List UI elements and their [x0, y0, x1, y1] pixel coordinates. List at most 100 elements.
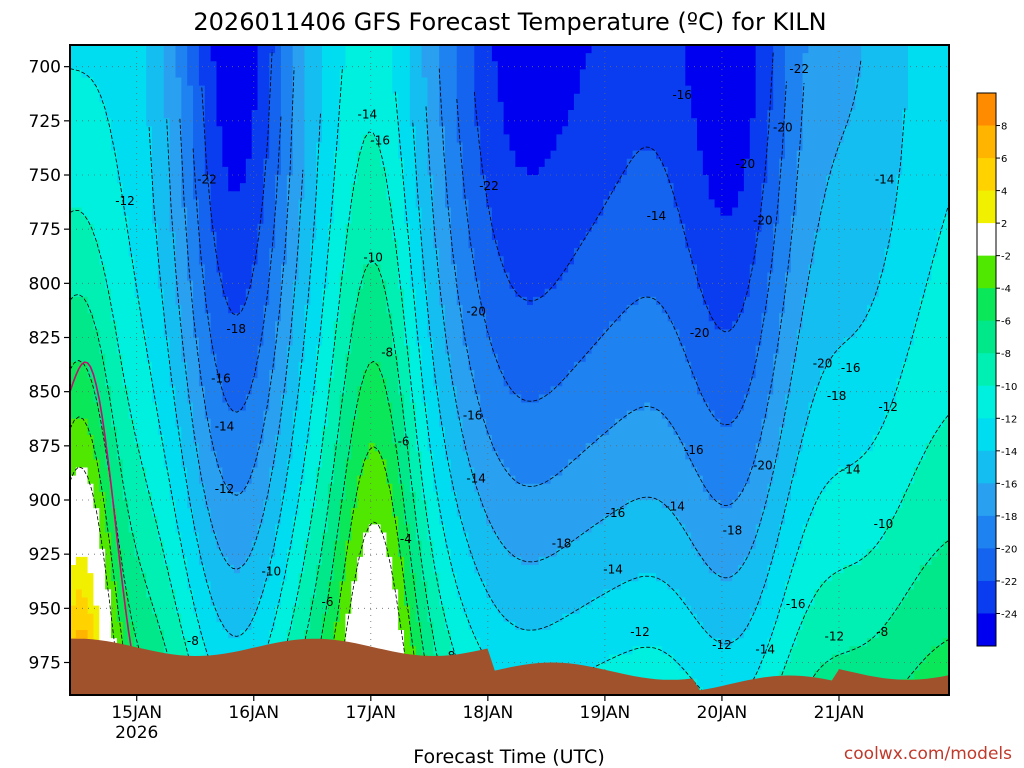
temperature-cell	[269, 53, 276, 249]
temperature-cell	[245, 158, 253, 290]
temperature-cell	[515, 296, 523, 396]
temperature-cell	[433, 573, 440, 656]
temperature-cell	[415, 451, 423, 542]
temperature-cell	[527, 402, 534, 485]
temperature-cell	[81, 45, 89, 79]
temperature-cell	[392, 589, 399, 695]
temperature-cell	[87, 435, 95, 485]
temperature-cell	[620, 508, 628, 583]
temperature-cell	[462, 199, 470, 347]
temperature-cell	[650, 45, 657, 152]
temperature-cell	[573, 459, 581, 542]
temperature-cell	[398, 45, 405, 160]
temperature-cell	[568, 110, 575, 266]
temperature-cell	[878, 426, 886, 542]
contour-label: -16	[841, 361, 861, 375]
y-tick-label: 800	[29, 274, 61, 294]
temperature-cell	[685, 605, 692, 672]
temperature-cell	[573, 613, 581, 680]
temperature-cell	[638, 45, 646, 152]
temperature-cell	[105, 45, 112, 119]
temperature-cell	[398, 556, 405, 631]
temperature-cell	[544, 45, 552, 160]
temperature-cell	[251, 540, 259, 615]
temperature-cell	[122, 386, 130, 501]
temperature-cell	[239, 565, 247, 631]
temperature-cell	[825, 175, 833, 363]
temperature-cell	[409, 491, 417, 574]
temperature-cell	[427, 337, 435, 453]
temperature-cell	[298, 573, 306, 656]
temperature-cell	[122, 500, 130, 591]
temperature-cell	[527, 175, 534, 306]
temperature-cell	[509, 556, 517, 623]
temperature-cell	[404, 605, 411, 672]
temperature-cell	[720, 646, 728, 695]
temperature-cell	[784, 500, 792, 583]
temperature-cell	[222, 45, 230, 168]
colorbar-swatch	[977, 125, 996, 159]
temperature-cell	[931, 646, 939, 695]
temperature-cell	[257, 223, 265, 347]
colorbar-label: -12	[1001, 414, 1017, 425]
temperature-cell	[392, 443, 399, 518]
temperature-cell	[650, 296, 657, 412]
temperature-cell	[585, 231, 593, 355]
temperature-cell	[404, 345, 411, 444]
temperature-cell	[333, 45, 341, 152]
temperature-cell	[404, 443, 411, 526]
temperature-cell	[421, 77, 429, 282]
temperature-cell	[503, 134, 511, 274]
temperature-cell	[333, 443, 341, 542]
temperature-cell	[726, 329, 733, 428]
temperature-cell	[808, 605, 816, 680]
temperature-cell	[275, 175, 282, 323]
temperature-cell	[357, 45, 364, 152]
contour-label: -22	[197, 172, 217, 186]
temperature-cell	[480, 418, 487, 509]
temperature-cell	[872, 435, 880, 550]
temperature-cell	[450, 264, 458, 388]
contour-label: -16	[786, 597, 806, 611]
temperature-cell	[175, 77, 183, 306]
contour-label: -20	[690, 326, 710, 340]
temperature-cell	[603, 516, 610, 591]
temperature-cell	[685, 361, 692, 461]
contour-label: -18	[827, 389, 847, 403]
temperature-cell	[532, 296, 540, 404]
temperature-cell	[269, 467, 276, 558]
temperature-cell	[673, 207, 681, 331]
temperature-cell	[907, 345, 915, 485]
temperature-cell	[556, 621, 564, 688]
temperature-cell	[884, 524, 892, 623]
temperature-cell	[544, 556, 552, 631]
temperature-cell	[767, 483, 774, 566]
contour-label: -12	[630, 625, 650, 639]
temperature-cell	[239, 305, 247, 412]
temperature-cell	[456, 142, 464, 306]
temperature-cell	[316, 345, 323, 469]
temperature-cell	[99, 101, 106, 266]
x-tick-year: 2026	[115, 723, 158, 743]
temperature-cell	[779, 524, 786, 607]
temperature-cell	[228, 410, 235, 493]
temperature-cell	[679, 345, 687, 444]
temperature-cell	[321, 532, 329, 615]
temperature-cell	[140, 329, 147, 469]
temperature-cell	[234, 191, 241, 314]
contour-label: -16	[684, 443, 704, 457]
temperature-cell	[480, 508, 487, 583]
temperature-cell	[228, 491, 235, 566]
temperature-cell	[105, 288, 112, 388]
temperature-cell	[820, 45, 827, 201]
temperature-cell	[890, 516, 898, 615]
temperature-cell	[802, 524, 810, 615]
temperature-cell	[368, 134, 376, 266]
temperature-cell	[726, 508, 733, 583]
temperature-cell	[667, 45, 675, 184]
temperature-cell	[181, 207, 188, 363]
temperature-cell	[445, 548, 452, 631]
temperature-cell	[937, 548, 944, 648]
temperature-cell	[146, 597, 153, 680]
temperature-cell	[521, 296, 528, 404]
